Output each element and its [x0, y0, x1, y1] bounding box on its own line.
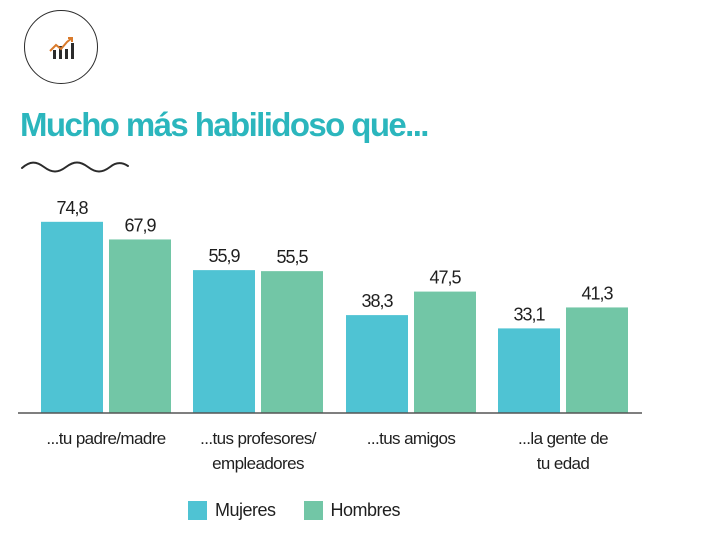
data-label: 67,9 [124, 215, 156, 235]
data-label: 74,8 [56, 198, 88, 218]
category-label: ...tus profesores/ [200, 429, 317, 448]
data-label: 55,9 [208, 246, 240, 266]
data-label: 55,5 [276, 247, 308, 267]
data-label: 38,3 [361, 291, 393, 311]
legend-item-mujeres: Mujeres [188, 500, 276, 521]
bar-chart-trend-icon [49, 37, 74, 59]
legend-label-mujeres: Mujeres [215, 500, 276, 520]
logo-badge [24, 10, 98, 84]
category-label: empleadores [212, 454, 304, 473]
legend-swatch-hombres [303, 501, 323, 520]
bar [498, 328, 560, 413]
data-label: 47,5 [429, 268, 461, 288]
bar [261, 271, 323, 413]
bar [109, 239, 171, 413]
bar [346, 315, 408, 413]
bar [414, 291, 476, 413]
bar [566, 307, 628, 413]
wavy-line-icon [21, 161, 129, 173]
category-label: ...tu padre/madre [46, 429, 165, 448]
bar [193, 270, 255, 413]
bar [41, 221, 103, 413]
category-label: ...tus amigos [367, 429, 456, 448]
category-label: ...la gente de [518, 429, 608, 448]
legend: Mujeres Hombres [188, 500, 428, 521]
data-label: 41,3 [581, 283, 613, 303]
category-label: tu edad [537, 454, 590, 473]
legend-swatch-mujeres [188, 501, 207, 520]
chart-title: Mucho más habilidoso que... [20, 106, 429, 143]
data-label: 33,1 [513, 304, 545, 324]
legend-item-hombres: Hombres [303, 500, 401, 521]
legend-label-hombres: Hombres [330, 500, 401, 520]
